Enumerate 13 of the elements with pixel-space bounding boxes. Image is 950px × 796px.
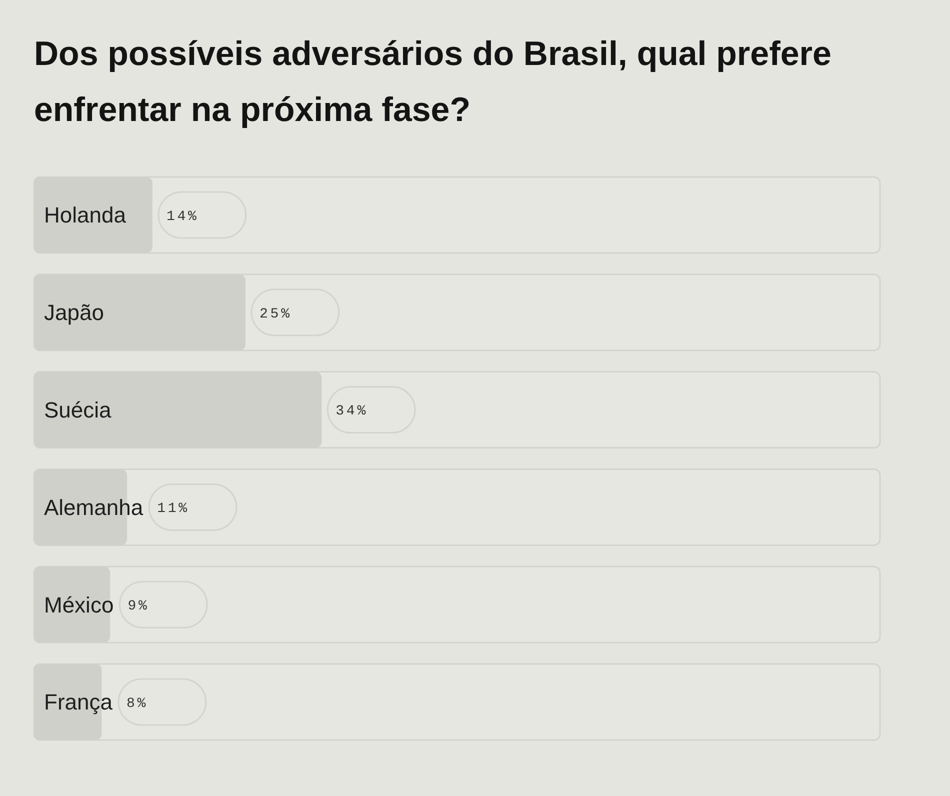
data-label: 14%	[166, 208, 199, 225]
data-label: 11%	[157, 501, 190, 518]
data-label: 34%	[336, 404, 368, 420]
data-label: 8%	[126, 696, 148, 712]
y-tick-label: França	[44, 690, 114, 715]
chart-title: Dos possíveis adversários do Brasil, qual prefere enfrentar na próxima fase?	[34, 35, 832, 129]
data-label: 9%	[128, 598, 150, 614]
y-tick-label: Holanda	[44, 202, 127, 228]
y-tick-label: México	[44, 592, 114, 618]
y-tick-label: Japão	[44, 300, 104, 326]
y-tick-label: Alemanha	[44, 494, 144, 520]
y-tick-label: Suécia	[44, 398, 112, 422]
data-label: 25%	[260, 306, 292, 322]
